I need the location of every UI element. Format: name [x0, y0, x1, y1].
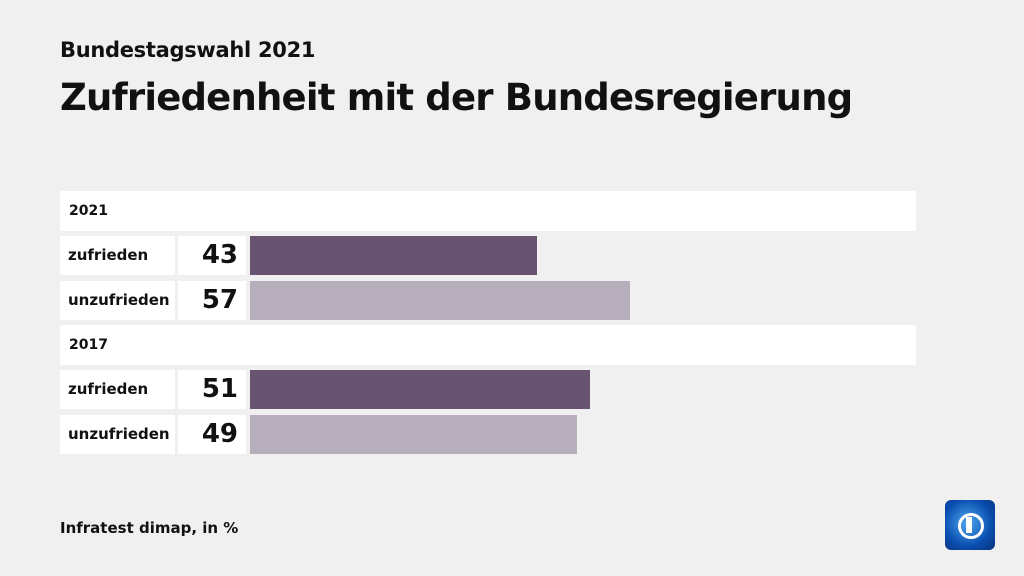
bar-2021-zufrieden [250, 236, 537, 275]
value-label: 43 [178, 236, 246, 275]
group-header: 2021 [60, 191, 916, 231]
value-label: 51 [178, 370, 246, 409]
value-label: 49 [178, 415, 246, 454]
chart-subtitle: Bundestagswahl 2021 [60, 38, 316, 62]
ard-logo-icon [945, 500, 995, 550]
bar-2017-unzufrieden [250, 415, 577, 454]
row-label: zufrieden [60, 236, 175, 275]
source-note: Infratest dimap, in % [60, 519, 239, 537]
row-label: unzufrieden [60, 281, 175, 320]
bar-2017-zufrieden [250, 370, 591, 409]
bar-2021-unzufrieden [250, 281, 631, 320]
row-label: unzufrieden [60, 415, 175, 454]
value-label: 57 [178, 281, 246, 320]
chart-title: Zufriedenheit mit der Bundesregierung [60, 76, 853, 119]
row-label: zufrieden [60, 370, 175, 409]
group-header: 2017 [60, 325, 916, 365]
